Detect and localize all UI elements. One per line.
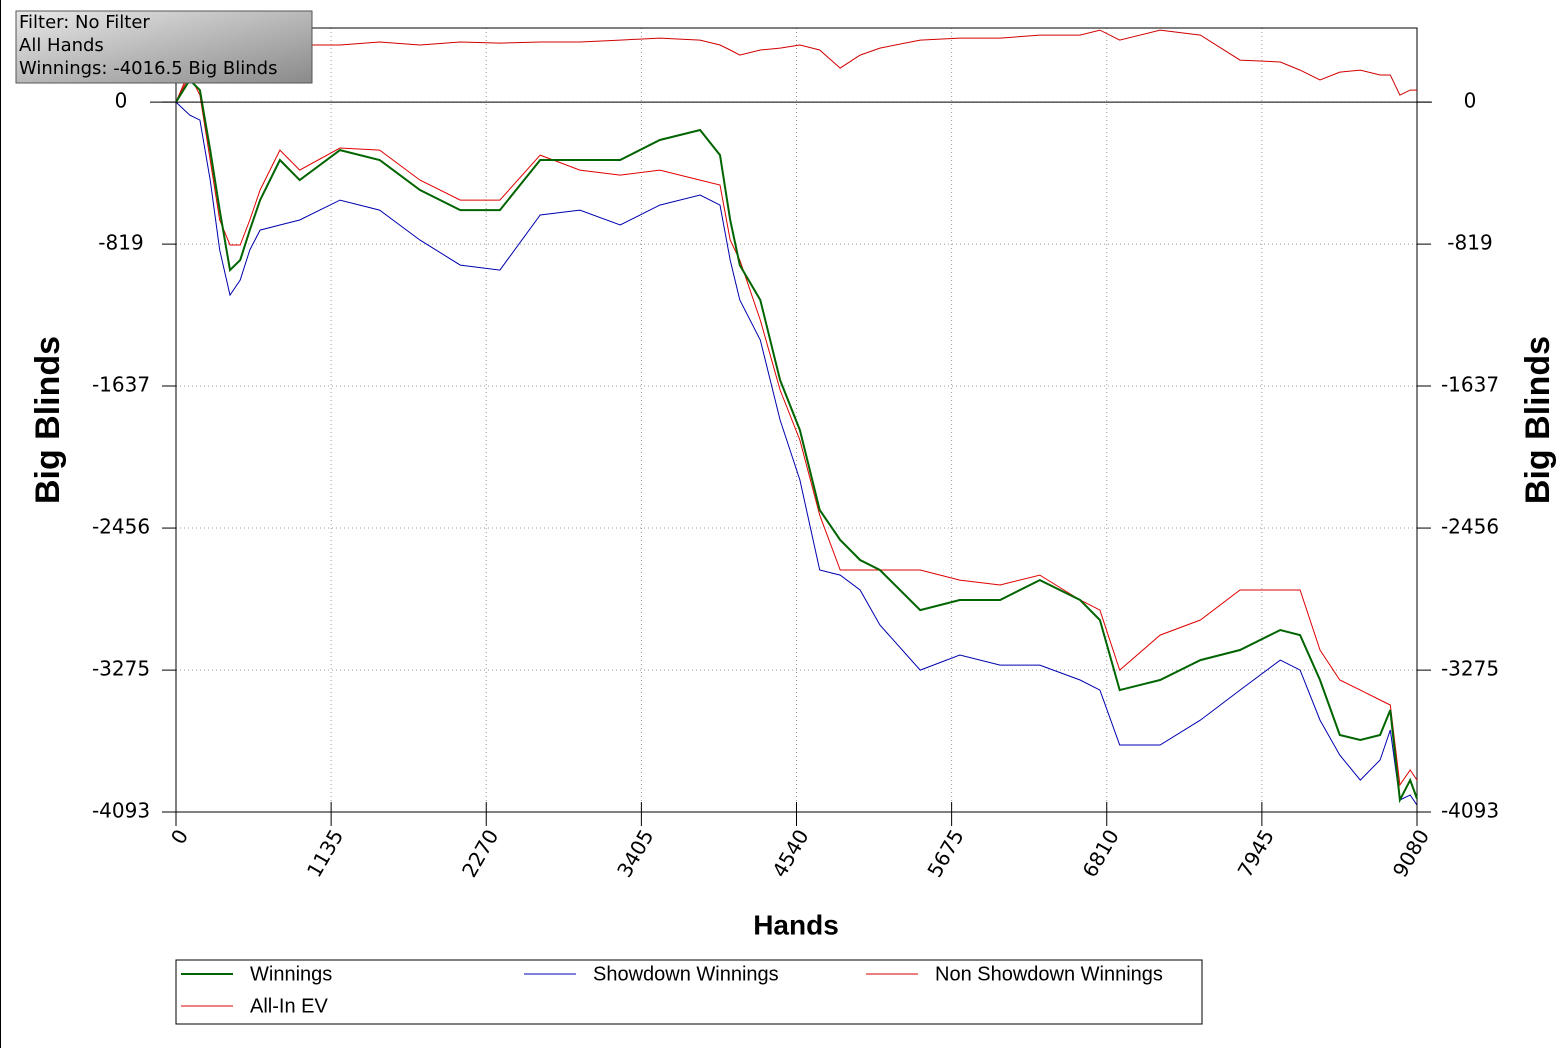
legend-label: All-In EV xyxy=(250,995,328,1017)
legend-label: Non Showdown Winnings xyxy=(935,963,1163,985)
info-line: All Hands xyxy=(19,35,104,56)
y2-tick-label: -4093 xyxy=(1441,799,1499,823)
y-tick-label: -3275 xyxy=(92,657,150,681)
series-line xyxy=(175,101,1418,806)
y-tick-label: -2456 xyxy=(92,515,150,539)
y2-tick-label: -1637 xyxy=(1441,373,1499,397)
y2-tick-label: -819 xyxy=(1447,231,1492,255)
series-line xyxy=(175,73,1418,787)
series-line xyxy=(175,78,1418,804)
legend xyxy=(175,959,1203,1025)
legend-label: Showdown Winnings xyxy=(593,963,779,985)
y-axis-title: Big Blinds xyxy=(29,336,67,504)
info-box xyxy=(15,10,313,84)
y-tick-label: -4093 xyxy=(92,799,150,823)
y2-axis-title: Big Blinds xyxy=(1519,336,1557,504)
y-tick-label: -1637 xyxy=(92,373,150,397)
y-tick-label: 0 xyxy=(115,89,128,113)
x-axis-title: Hands xyxy=(753,909,839,940)
y2-tick-label: 0 xyxy=(1464,89,1477,113)
info-line: Winnings: -4016.5 Big Blinds xyxy=(19,58,277,79)
y-tick-label: -819 xyxy=(98,231,143,255)
legend-items: Winnings Showdown Winnings Non Showdown Wi… xyxy=(181,963,1163,1017)
y2-tick-label: -2456 xyxy=(1441,515,1499,539)
legend-label: Winnings xyxy=(250,963,332,985)
y2-tick-label: -3275 xyxy=(1441,657,1499,681)
info-line: Filter: No Filter xyxy=(19,12,150,33)
